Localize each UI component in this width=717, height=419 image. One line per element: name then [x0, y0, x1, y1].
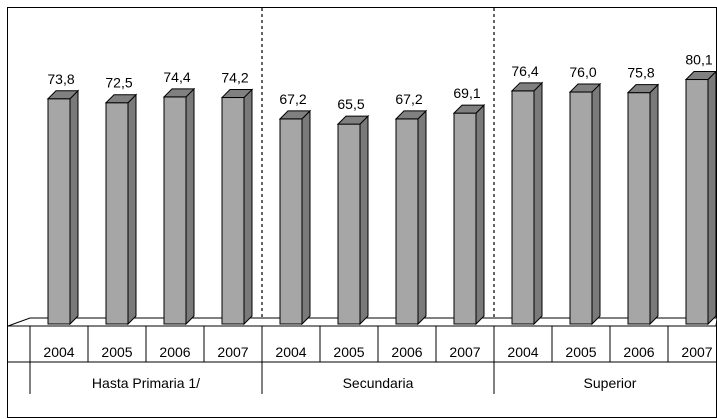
bar-side — [533, 81, 543, 326]
bar-top — [394, 110, 428, 120]
x-tick-label: 2007 — [217, 344, 248, 360]
data-label: 65,5 — [337, 96, 364, 112]
data-label: 74,4 — [163, 69, 190, 85]
data-label: 76,4 — [511, 63, 538, 79]
bar — [511, 90, 535, 325]
bars — [46, 70, 717, 326]
x-tick-label: 2007 — [449, 344, 480, 360]
x-tick-label: 2005 — [565, 344, 596, 360]
bar — [685, 79, 709, 325]
bar-side — [591, 82, 601, 326]
bar-top — [626, 84, 660, 94]
x-tick-label: 2007 — [681, 344, 712, 360]
bar — [47, 98, 71, 325]
bar-side — [185, 87, 195, 326]
x-tick-label: 2004 — [507, 344, 538, 360]
data-label: 69,1 — [453, 85, 480, 101]
bar — [453, 112, 477, 325]
bar-top — [278, 110, 312, 120]
bar-top — [162, 88, 196, 98]
x-tick-label: 2006 — [391, 344, 422, 360]
bar-top — [220, 89, 254, 99]
group-label: Hasta Primaria 1/ — [92, 375, 200, 391]
data-label: 73,8 — [47, 71, 74, 87]
data-label: 67,2 — [279, 91, 306, 107]
x-tick-label: 2004 — [275, 344, 306, 360]
bar — [105, 102, 129, 325]
group-label: Secundaria — [343, 375, 414, 391]
data-label: 74,2 — [221, 70, 248, 86]
x-tick-label: 2005 — [333, 344, 364, 360]
bar-top — [568, 83, 602, 93]
data-label: 76,0 — [569, 64, 596, 80]
value-labels: 73,8 72,5 74,4 74,2 67,2 65,5 67,2 69,1 76,4 76,0… — [47, 52, 712, 113]
bar — [337, 123, 361, 325]
bar — [279, 118, 303, 325]
bar-side — [417, 109, 427, 326]
x-tick-label: 2006 — [159, 344, 190, 360]
bar-top — [684, 71, 717, 81]
bar-side — [69, 89, 79, 326]
group-label: Superior — [584, 375, 637, 391]
bar — [627, 92, 651, 325]
bar-top — [510, 82, 544, 92]
data-label: 80,1 — [685, 52, 712, 68]
bar-top — [452, 104, 486, 114]
data-label: 67,2 — [395, 91, 422, 107]
x-tick-label: 2006 — [623, 344, 654, 360]
x-tick-label: 2005 — [101, 344, 132, 360]
bar-side — [127, 93, 137, 326]
bar-side — [243, 88, 253, 326]
bar — [221, 97, 245, 325]
bar-side — [649, 83, 659, 326]
bar-side — [475, 103, 485, 326]
bar — [163, 96, 187, 325]
bar — [569, 91, 593, 325]
bar — [395, 118, 419, 325]
bar-side — [359, 114, 369, 326]
bar-side — [707, 70, 717, 326]
bar-top — [336, 115, 370, 125]
group-separators — [261, 8, 495, 318]
bar-side — [301, 109, 311, 326]
bar-top — [46, 90, 80, 100]
x-tick-label: 2004 — [43, 344, 74, 360]
data-label: 75,8 — [627, 65, 654, 81]
bar-top — [104, 94, 138, 104]
data-label: 72,5 — [105, 75, 132, 91]
x-axis: 2004 2005 2006 2007 Hasta Primaria 1/2004 200… — [7, 325, 717, 394]
